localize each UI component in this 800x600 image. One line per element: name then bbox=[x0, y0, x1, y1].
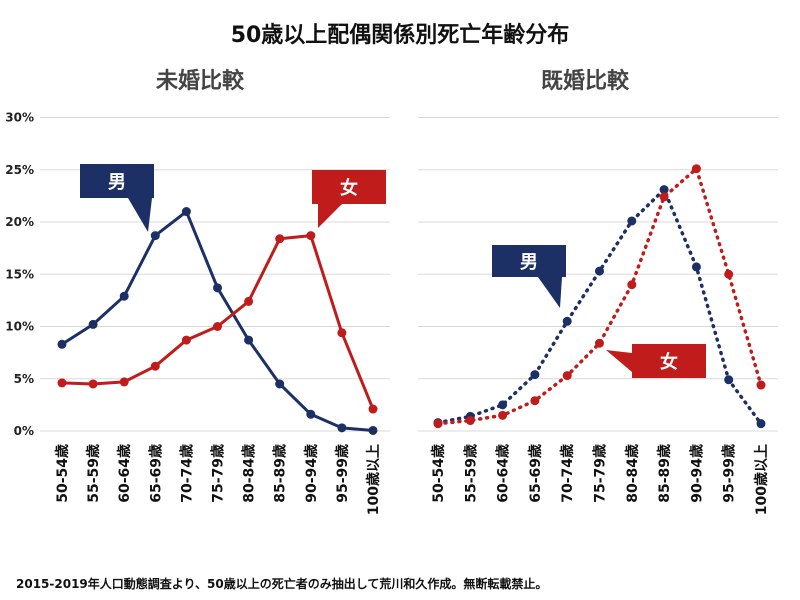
data-point-female bbox=[306, 231, 316, 241]
data-point-female bbox=[498, 410, 508, 420]
x-tick-label: 80-84歳 bbox=[624, 444, 641, 503]
data-point-male bbox=[368, 425, 378, 435]
x-tick-label: 85-89歳 bbox=[656, 444, 673, 503]
data-point-male bbox=[337, 423, 347, 433]
data-point-female bbox=[275, 234, 285, 244]
legend-label: 男 bbox=[108, 172, 126, 193]
x-tick-label: 75-79歳 bbox=[210, 444, 227, 503]
x-tick-label: 65-69歳 bbox=[147, 444, 164, 503]
data-point-female bbox=[57, 378, 67, 388]
y-tick-label: 5% bbox=[14, 372, 34, 386]
x-tick-label: 60-64歳 bbox=[116, 444, 133, 503]
data-point-female bbox=[181, 335, 191, 345]
x-tick-label: 70-74歳 bbox=[178, 444, 195, 503]
data-point-male bbox=[562, 316, 572, 326]
x-tick-label: 100歳以上 bbox=[365, 444, 382, 515]
data-point-male bbox=[119, 291, 129, 301]
data-point-female bbox=[756, 380, 766, 390]
callout-box-male bbox=[80, 164, 154, 198]
callout-pointer bbox=[538, 277, 562, 308]
data-point-male bbox=[306, 409, 316, 419]
callout-box-female bbox=[312, 170, 386, 204]
legend-label: 男 bbox=[520, 252, 538, 273]
data-point-male bbox=[57, 339, 67, 349]
x-tick-label: 55-59歳 bbox=[85, 444, 102, 503]
series-line-male bbox=[61, 210, 374, 432]
data-point-female bbox=[530, 396, 540, 406]
x-tick-label: 70-74歳 bbox=[559, 444, 576, 503]
x-tick-label: 100歳以上 bbox=[753, 444, 770, 515]
data-point-female bbox=[244, 296, 254, 306]
panel-unmarried: 未婚比較 0% 5% 10% 15% 20% 25% 30% 50-54歳 55-59歳 60-64… bbox=[5, 68, 390, 515]
data-point-male bbox=[498, 400, 508, 410]
data-point-female bbox=[213, 322, 222, 331]
footnote: 2015-2019年人口動態調査より、50歳以上の死亡者のみ抽出して荒川和久作成… bbox=[16, 576, 547, 591]
data-point-female bbox=[724, 269, 734, 279]
data-point-male bbox=[275, 379, 285, 389]
x-tick-label: 55-59歳 bbox=[462, 444, 479, 503]
data-point-female bbox=[465, 416, 475, 426]
data-point-female bbox=[337, 328, 347, 338]
chart-title: 50歳以上配偶関係別死亡年齢分布 bbox=[231, 22, 570, 48]
x-tick-label: 50-54歳 bbox=[430, 444, 447, 503]
data-point-male bbox=[244, 335, 254, 345]
data-point-female bbox=[659, 192, 669, 202]
data-point-male bbox=[530, 370, 540, 380]
x-tick-label: 75-79歳 bbox=[592, 444, 609, 503]
y-tick-label: 15% bbox=[5, 267, 34, 281]
y-tick-label: 20% bbox=[5, 215, 34, 229]
x-tick-label: 60-64歳 bbox=[495, 444, 512, 503]
x-tick-label: 85-89歳 bbox=[272, 444, 289, 503]
panel-married: 既婚比較 50-54歳 55-59歳 60-64歳 65-69歳 70-74歳 75-79歳… bbox=[418, 68, 778, 515]
callout-pointer bbox=[128, 198, 152, 232]
y-tick-label: 0% bbox=[14, 424, 34, 438]
callout-box-female bbox=[632, 344, 706, 378]
data-point-female bbox=[595, 338, 604, 348]
legend-label: 女 bbox=[340, 177, 358, 199]
data-point-male bbox=[88, 319, 98, 329]
data-point-female bbox=[691, 164, 701, 174]
callout-box-male bbox=[492, 245, 566, 277]
panel-title: 未婚比較 bbox=[156, 68, 245, 94]
data-point-male bbox=[724, 375, 734, 385]
x-tick-label: 90-94歳 bbox=[688, 444, 705, 503]
x-tick-label: 65-69歳 bbox=[527, 444, 544, 503]
x-tick-label: 95-99歳 bbox=[721, 444, 738, 503]
data-point-male bbox=[213, 283, 222, 293]
y-tick-label: 30% bbox=[5, 111, 34, 125]
callout-pointer bbox=[318, 204, 342, 228]
panel-title: 既婚比較 bbox=[541, 68, 630, 94]
data-point-female bbox=[88, 379, 98, 389]
data-point-male bbox=[756, 419, 766, 429]
y-tick-label: 10% bbox=[5, 320, 34, 334]
series-line-female bbox=[436, 166, 763, 426]
x-tick-label: 80-84歳 bbox=[241, 444, 258, 503]
legend-label: 女 bbox=[660, 351, 678, 373]
x-tick-label: 95-99歳 bbox=[334, 444, 351, 503]
data-point-male bbox=[659, 185, 669, 195]
data-point-female bbox=[562, 371, 572, 381]
callout-pointer bbox=[606, 350, 632, 372]
data-point-male bbox=[627, 216, 637, 226]
data-point-male bbox=[595, 266, 604, 276]
data-point-female bbox=[119, 377, 129, 387]
data-point-female bbox=[433, 419, 443, 429]
data-point-male bbox=[181, 207, 191, 217]
x-tick-label: 90-94歳 bbox=[303, 444, 320, 503]
data-point-female bbox=[150, 361, 160, 371]
x-tick-label: 50-54歳 bbox=[54, 444, 71, 503]
data-point-female bbox=[627, 280, 637, 290]
data-point-male bbox=[691, 262, 701, 272]
data-point-male bbox=[150, 231, 160, 241]
data-point-female bbox=[368, 404, 378, 414]
y-tick-label: 25% bbox=[5, 163, 34, 177]
